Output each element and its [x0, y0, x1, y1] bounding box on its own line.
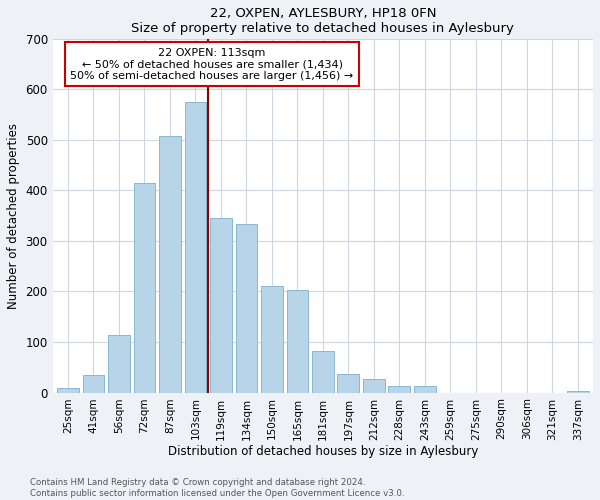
Bar	[57, 388, 79, 392]
Bar	[185, 102, 206, 393]
Bar	[159, 136, 181, 392]
Bar	[312, 350, 334, 393]
Y-axis label: Number of detached properties: Number of detached properties	[7, 122, 20, 308]
Text: 22 OXPEN: 113sqm
← 50% of detached houses are smaller (1,434)
50% of semi-detach: 22 OXPEN: 113sqm ← 50% of detached house…	[70, 48, 353, 81]
Bar	[567, 391, 589, 392]
Bar	[236, 224, 257, 392]
Bar	[83, 375, 104, 392]
Bar	[261, 286, 283, 393]
Bar	[388, 386, 410, 392]
Bar	[108, 336, 130, 392]
Text: Contains HM Land Registry data © Crown copyright and database right 2024.
Contai: Contains HM Land Registry data © Crown c…	[30, 478, 404, 498]
Bar	[337, 374, 359, 392]
X-axis label: Distribution of detached houses by size in Aylesbury: Distribution of detached houses by size …	[167, 445, 478, 458]
Bar	[414, 386, 436, 392]
Bar	[210, 218, 232, 392]
Bar	[363, 380, 385, 392]
Bar	[134, 183, 155, 392]
Bar	[287, 290, 308, 392]
Title: 22, OXPEN, AYLESBURY, HP18 0FN
Size of property relative to detached houses in A: 22, OXPEN, AYLESBURY, HP18 0FN Size of p…	[131, 7, 514, 35]
